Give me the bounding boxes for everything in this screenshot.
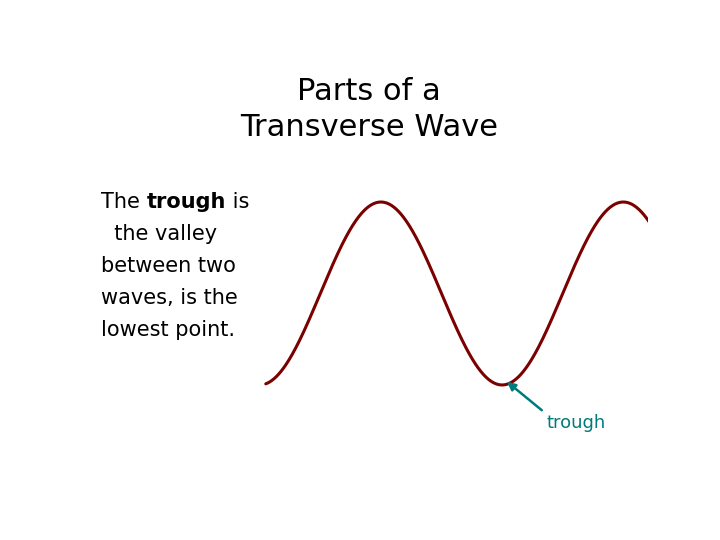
Text: between two: between two xyxy=(101,256,236,276)
Text: trough: trough xyxy=(147,192,226,212)
Text: the valley: the valley xyxy=(101,224,217,244)
Text: trough: trough xyxy=(546,414,606,432)
Text: is: is xyxy=(226,192,249,212)
Text: waves, is the: waves, is the xyxy=(101,288,238,308)
Text: lowest point.: lowest point. xyxy=(101,320,235,340)
Text: Parts of a
Transverse Wave: Parts of a Transverse Wave xyxy=(240,77,498,142)
Text: The: The xyxy=(101,192,147,212)
